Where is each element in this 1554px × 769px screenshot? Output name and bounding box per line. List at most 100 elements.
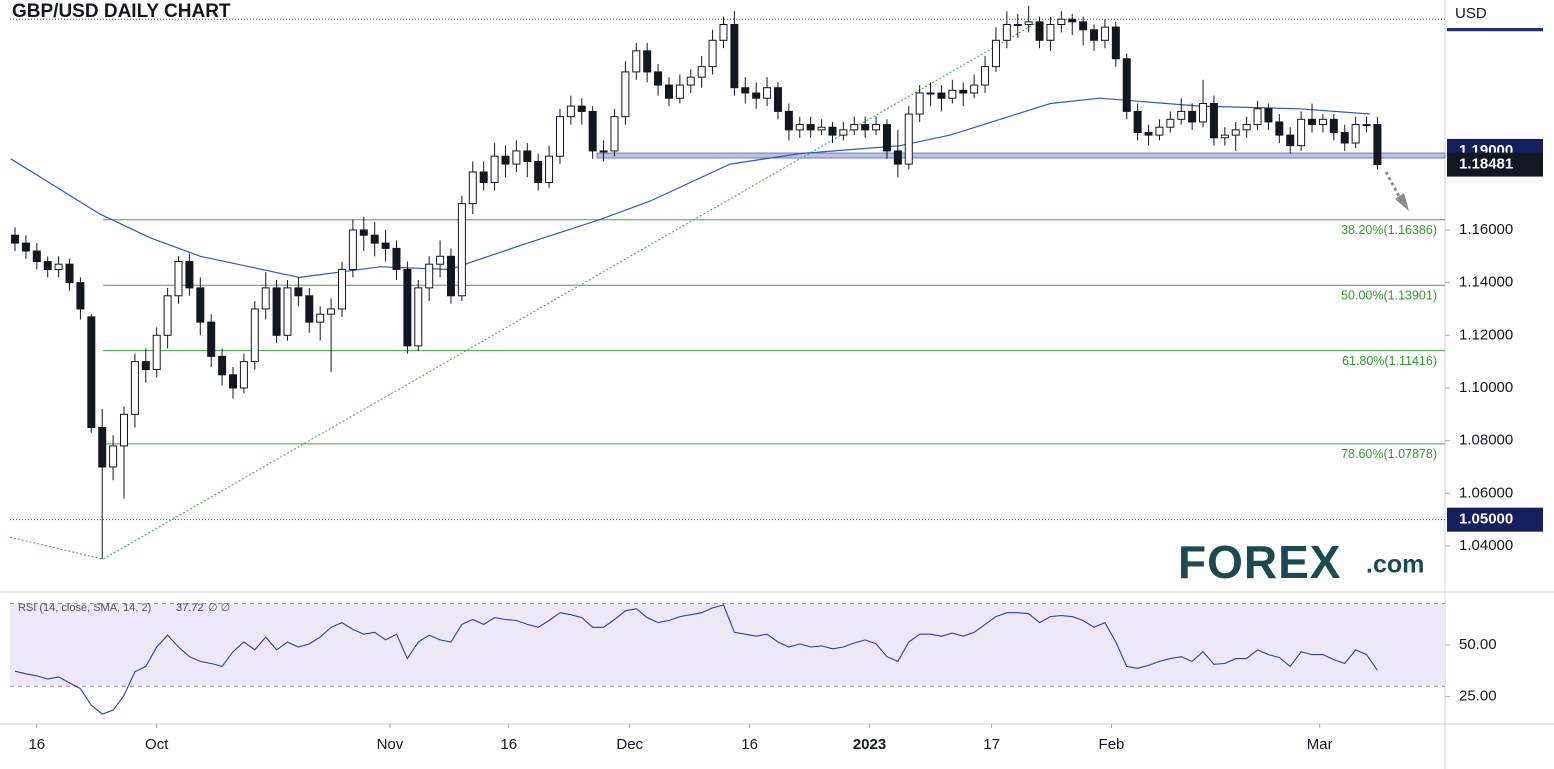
candle-body (959, 89, 968, 94)
candle-body (446, 255, 455, 297)
x-tick-label: Nov (377, 736, 404, 753)
rsi-y-tick-label: 25.00 (1459, 688, 1497, 705)
candle-body (1090, 29, 1099, 41)
candle-body (545, 155, 554, 184)
candle-body (893, 150, 902, 165)
candle-body (359, 229, 368, 236)
candle-body (272, 287, 281, 336)
candle-body (664, 84, 673, 99)
chart-title: GBP/USD DAILY CHART (12, 1, 231, 22)
candle-body (1329, 118, 1338, 133)
y-tick-label: 1.10000 (1459, 379, 1513, 396)
candle-body (403, 268, 412, 347)
y-tick-label: 1.16000 (1459, 221, 1513, 238)
y-tick-label: 1.14000 (1459, 274, 1513, 291)
candle-body (915, 92, 924, 115)
candle-body (730, 23, 739, 89)
candle-body (305, 295, 314, 323)
candle-body (610, 116, 619, 152)
candle-body (1144, 131, 1153, 136)
candle-body (32, 250, 41, 263)
candle-body (294, 287, 303, 297)
x-tick-label: Mar (1307, 736, 1333, 753)
candle-body (523, 150, 532, 162)
candle-body (806, 124, 815, 131)
candle-body (1308, 118, 1317, 126)
x-tick-label: 16 (741, 736, 758, 753)
y-tick-label: 1.08000 (1459, 432, 1513, 449)
fib-label: 50.00%(1.13901) (1341, 289, 1437, 303)
candle-body (1231, 129, 1240, 136)
candle-body (948, 89, 957, 99)
price-tag-label: 1.05000 (1459, 511, 1513, 528)
candle-body (316, 313, 325, 323)
candle-body (501, 155, 510, 165)
candle-body (1340, 131, 1349, 144)
candle-body (566, 105, 575, 118)
candle-body (1024, 21, 1033, 25)
candle-body (1122, 58, 1131, 112)
candle-body (1079, 21, 1088, 31)
candle-body (1188, 110, 1197, 123)
candle-body (555, 116, 564, 157)
candle-body (1297, 118, 1306, 147)
candle-body (763, 87, 772, 99)
candle-body (991, 39, 1000, 68)
candle-body (414, 287, 423, 347)
candle-body (697, 66, 706, 78)
fib-label: 78.60%(1.07878) (1341, 447, 1437, 461)
candle-body (599, 150, 608, 153)
candle-body (675, 84, 684, 99)
candle-body (261, 287, 270, 310)
candle-body (850, 124, 859, 131)
currency: USD (1455, 5, 1487, 22)
x-tick-label: 16 (500, 736, 517, 753)
candle-body (621, 71, 630, 118)
candle-body (1155, 126, 1164, 136)
candle-body (1275, 121, 1284, 136)
candle-body (163, 295, 172, 336)
candle-body (926, 92, 935, 95)
currency-box (1446, 0, 1554, 28)
candle-body (1242, 124, 1251, 131)
candle-body (141, 361, 150, 371)
candle-body (643, 50, 652, 73)
candle-body (479, 171, 488, 184)
candle-body (218, 355, 227, 376)
candle-body (686, 76, 695, 86)
candle-body (327, 308, 336, 315)
logo-suffix: .com (1366, 551, 1424, 579)
candle-body (1111, 26, 1120, 60)
candle-body (196, 287, 205, 323)
candle-body (773, 87, 782, 112)
candle-body (828, 126, 837, 136)
candle-body (381, 242, 390, 249)
candle-body (1318, 118, 1327, 126)
candle-body (708, 39, 717, 68)
rsi-last-value: 37.72 (176, 602, 204, 614)
candle-body (1046, 23, 1055, 41)
candle-body (872, 124, 881, 131)
y-tick-label: 1.04000 (1459, 537, 1513, 554)
candle-body (937, 92, 946, 99)
candle-body (54, 263, 63, 270)
arrow-head (1395, 193, 1409, 211)
candle-body (981, 66, 990, 86)
candle-body (1133, 110, 1142, 133)
candle-body (185, 261, 194, 289)
rsi-extra: ∅ ∅ (208, 602, 230, 614)
candle-body (348, 229, 357, 270)
candle-body (1035, 21, 1044, 41)
candle-body (1209, 103, 1218, 139)
candle-body (1253, 108, 1262, 126)
candle-body (741, 87, 750, 94)
candle-body (970, 84, 979, 94)
candle-body (130, 361, 139, 415)
candle-body (1177, 110, 1186, 120)
candle-body (109, 445, 118, 468)
support-zone (596, 152, 1446, 159)
price-tag (1447, 152, 1543, 177)
candle-body (1373, 124, 1382, 166)
price-pane: 38.20%(1.16386) 50.00%(1.13901) 61.80%(1.1… (9, 6, 1446, 560)
